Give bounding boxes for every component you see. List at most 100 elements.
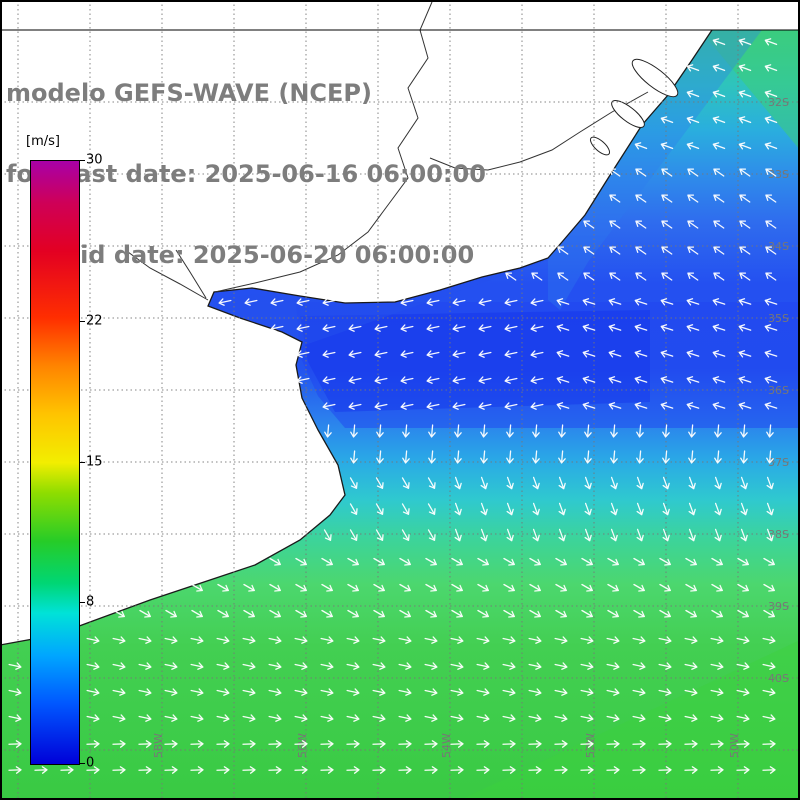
wave-arrow — [736, 740, 750, 748]
wave-arrow — [454, 476, 462, 490]
wave-arrow — [217, 609, 229, 618]
wave-arrow — [712, 298, 726, 306]
wave-arrow — [582, 298, 596, 306]
wave-arrow — [426, 298, 440, 306]
wave-arrow — [554, 714, 568, 722]
wave-arrow — [712, 90, 726, 98]
wave-arrow — [398, 636, 412, 644]
wave-arrow — [477, 583, 489, 592]
border-line — [214, 1, 433, 293]
wave-arrow — [766, 528, 774, 542]
wave-arrow — [635, 168, 647, 177]
border-line — [429, 91, 649, 171]
wave-arrow — [346, 662, 360, 670]
wave-arrow — [138, 662, 152, 670]
colorbar-tickmark — [80, 320, 85, 322]
wave-arrow — [554, 636, 568, 644]
wave-arrow — [581, 609, 593, 618]
wave-arrow — [398, 740, 412, 748]
wave-arrow — [320, 714, 334, 722]
wave-arrow — [322, 376, 336, 384]
wave-arrow — [426, 324, 440, 332]
wave-arrow — [320, 766, 334, 774]
wave-arrow — [529, 557, 541, 566]
wave-arrow — [740, 476, 748, 490]
wave-arrow — [712, 38, 726, 46]
wave-arrow — [763, 609, 775, 618]
wave-arrow — [164, 636, 178, 644]
wave-arrow — [736, 766, 750, 774]
wave-arrow — [762, 636, 776, 644]
wave-arrow — [138, 766, 152, 774]
wave-arrow — [505, 272, 517, 281]
wave-arrow — [426, 402, 440, 410]
wave-arrow — [424, 766, 438, 774]
wave-arrow — [714, 424, 722, 438]
wave-arrow — [764, 116, 778, 124]
wave-arrow — [295, 609, 307, 618]
wave-arrow — [633, 609, 645, 618]
wave-arrow — [764, 64, 778, 72]
wave-arrow — [322, 350, 336, 358]
wave-arrow — [660, 324, 674, 332]
wave-arrow — [502, 662, 516, 670]
wave-arrow — [608, 324, 622, 332]
wave-arrow — [506, 502, 514, 516]
wave-arrow — [530, 402, 544, 410]
wave-arrow — [688, 424, 696, 438]
wave-arrow — [164, 688, 178, 696]
wave-arrow — [8, 714, 22, 722]
wave-arrow — [713, 220, 725, 229]
wave-arrow — [556, 324, 570, 332]
wave-arrow — [634, 376, 648, 384]
wave-arrow — [504, 350, 518, 358]
lon-label: 56W — [296, 733, 309, 758]
wave-arrow — [766, 450, 774, 464]
wave-arrow — [581, 583, 593, 592]
wave-arrow — [659, 609, 671, 618]
wave-arrow — [764, 324, 778, 332]
wave-arrow — [736, 662, 750, 670]
colorbar-gradient — [30, 160, 80, 765]
wave-arrow — [113, 609, 125, 618]
wave-arrow — [764, 142, 778, 150]
wave-arrow — [712, 324, 726, 332]
wave-arrow — [556, 402, 570, 410]
wave-arrow — [402, 450, 410, 464]
wave-arrow — [581, 557, 593, 566]
wave-arrow — [686, 350, 700, 358]
wave-arrow — [580, 662, 594, 670]
wave-arrow — [532, 424, 540, 438]
wave-arrow — [738, 142, 752, 150]
wave-arrow — [636, 502, 644, 516]
wave-arrow — [428, 424, 436, 438]
wave-arrow — [529, 609, 541, 618]
wave-arrow — [530, 324, 544, 332]
wave-arrow — [684, 766, 698, 774]
wave-arrow — [528, 766, 542, 774]
wave-arrow — [506, 424, 514, 438]
wave-arrow — [8, 688, 22, 696]
wave-arrow — [452, 350, 466, 358]
wave-arrow — [373, 557, 385, 566]
wave-arrow — [580, 740, 594, 748]
wave-arrow — [427, 529, 436, 541]
wave-arrow — [296, 324, 310, 332]
wave-arrow — [60, 766, 74, 774]
wave-arrow — [634, 298, 648, 306]
wave-arrow — [242, 688, 256, 696]
wave-arrow — [112, 740, 126, 748]
wave-arrow — [713, 194, 725, 203]
wave-arrow — [632, 740, 646, 748]
wave-arrow — [476, 714, 490, 722]
wave-arrow — [686, 64, 700, 72]
wave-arrow — [322, 324, 336, 332]
lon-label: 58W — [152, 733, 165, 758]
wave-arrow — [556, 376, 570, 384]
wave-arrow — [191, 609, 203, 618]
wave-arrow — [295, 557, 307, 566]
wave-arrow — [502, 636, 516, 644]
wave-arrow — [765, 194, 777, 203]
wave-arrow — [555, 609, 567, 618]
wave-arrow — [712, 402, 726, 410]
